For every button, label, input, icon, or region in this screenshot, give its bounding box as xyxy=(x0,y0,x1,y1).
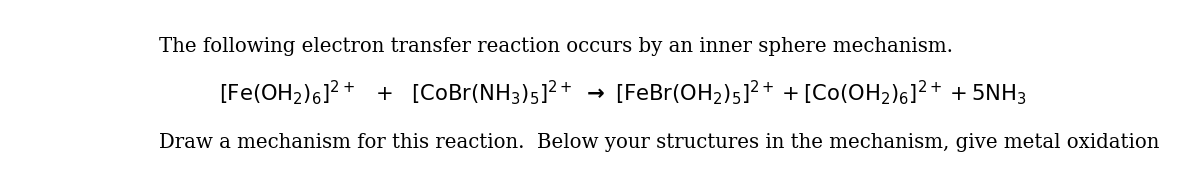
Text: $\mathrm{[Fe(OH_2)_6]^{2+}\ \ +\ \ [CoBr(NH_3)_5]^{2+}\ }$$\mathbf{\rightarrow}$: $\mathrm{[Fe(OH_2)_6]^{2+}\ \ +\ \ [CoBr… xyxy=(218,78,1027,107)
Text: Draw a mechanism for this reaction.  Below your structures in the mechanism, giv: Draw a mechanism for this reaction. Belo… xyxy=(160,133,1159,152)
Text: The following electron transfer reaction occurs by an inner sphere mechanism.: The following electron transfer reaction… xyxy=(160,37,953,56)
